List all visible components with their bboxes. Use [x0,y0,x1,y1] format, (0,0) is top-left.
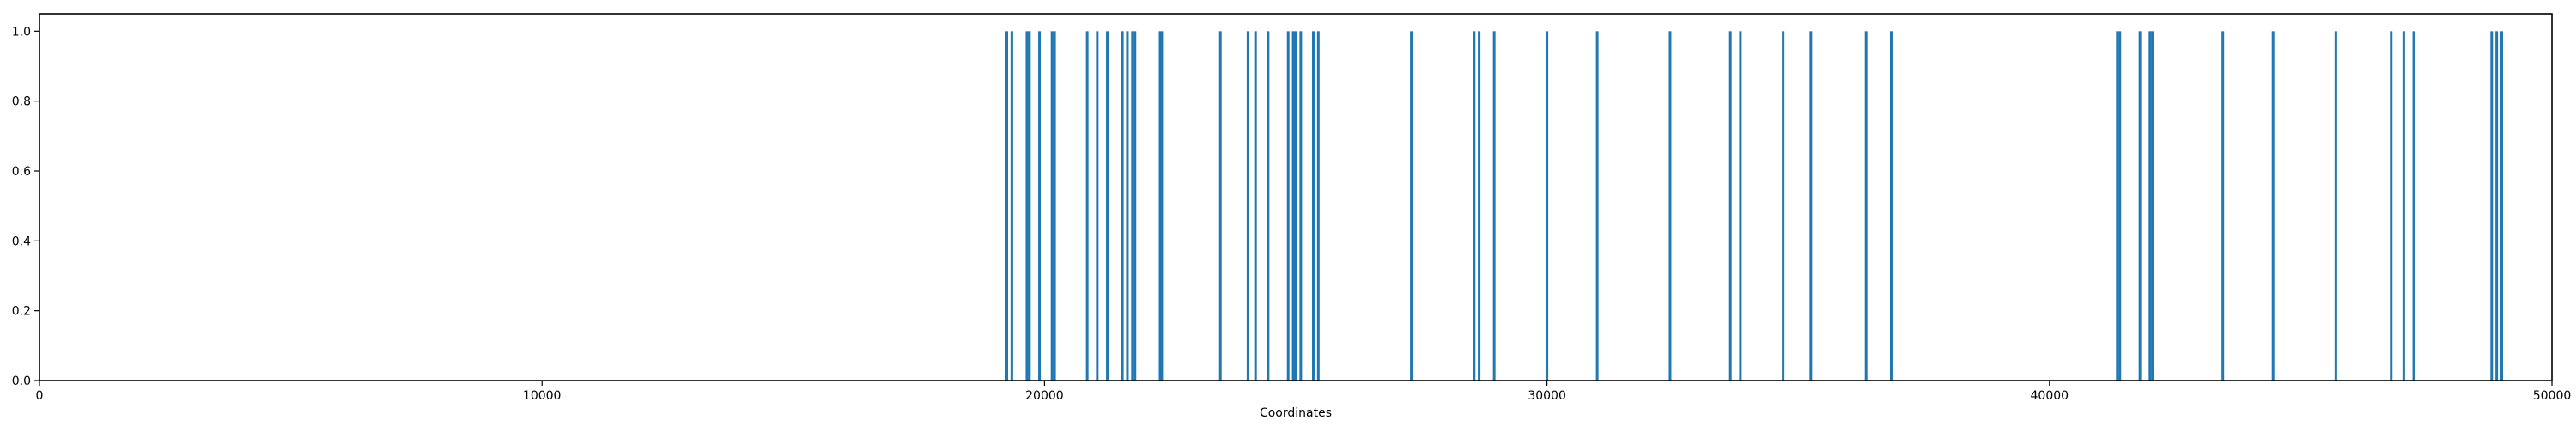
bar [1096,31,1099,381]
bar [1267,31,1270,381]
bar [1864,31,1868,381]
bar [1218,31,1222,381]
bar [2490,31,2494,381]
bar [2402,31,2405,381]
x-axis: 0 10000 20000 30000 40000 50000 [36,381,2572,403]
bar [1053,31,1056,381]
bar [1005,31,1009,381]
y-tick-label: 1.0 [12,25,31,39]
bar [2495,31,2499,381]
bar [1133,31,1137,381]
bar [1126,31,1129,381]
bar [1158,31,1162,381]
y-tick-label: 0.6 [12,165,31,179]
x-tick-label: 10000 [523,389,562,403]
bar [1121,31,1124,381]
x-axis-label: Coordinates [1260,406,1332,420]
bar [2118,31,2122,381]
bar [1478,31,1481,381]
bar [1291,31,1295,381]
bar [1809,31,1813,381]
bar [1595,31,1599,381]
bar [1085,31,1089,381]
bar [2138,31,2142,381]
bar [2500,31,2503,381]
x-tick-label: 20000 [1025,389,1064,403]
y-tick-label: 0.8 [12,95,31,109]
bar [1294,31,1297,381]
bars-layer [1005,31,2503,381]
bar [1106,31,1109,381]
bar [1668,31,1672,381]
bar [1728,31,1732,381]
bar [1050,31,1054,381]
bar [1286,31,1290,381]
bar [2148,31,2152,381]
bar [2412,31,2415,381]
bar [2390,31,2393,381]
bar [2221,31,2225,381]
bar [1131,31,1134,381]
bar [1546,31,1549,381]
bar [1782,31,1785,381]
bar [1254,31,1257,381]
bar [1246,31,1249,381]
bar [1010,31,1013,381]
x-tick-label: 0 [36,389,44,403]
bar [1038,31,1042,381]
y-tick-label: 0.2 [12,305,31,319]
y-tick-label: 0.4 [12,235,31,248]
x-tick-label: 40000 [2031,389,2069,403]
x-tick-label: 50000 [2533,389,2572,403]
bar [1410,31,1413,381]
bar [1473,31,1476,381]
bar [1316,31,1320,381]
x-tick-label: 30000 [1528,389,1566,403]
bar [2116,31,2119,381]
bar [1492,31,1496,381]
bar [1889,31,1893,381]
bar [2334,31,2337,381]
y-tick-label: 0.0 [12,375,31,388]
bar [1028,31,1031,381]
bar [2151,31,2154,381]
bar [1739,31,1742,381]
plot-frame [39,13,2553,381]
bar [1311,31,1315,381]
bar [2271,31,2275,381]
bar [1025,31,1029,381]
bar [1161,31,1164,381]
bar [1299,31,1303,381]
y-axis: 0.0 0.2 0.4 0.6 0.8 1.0 [12,25,39,388]
